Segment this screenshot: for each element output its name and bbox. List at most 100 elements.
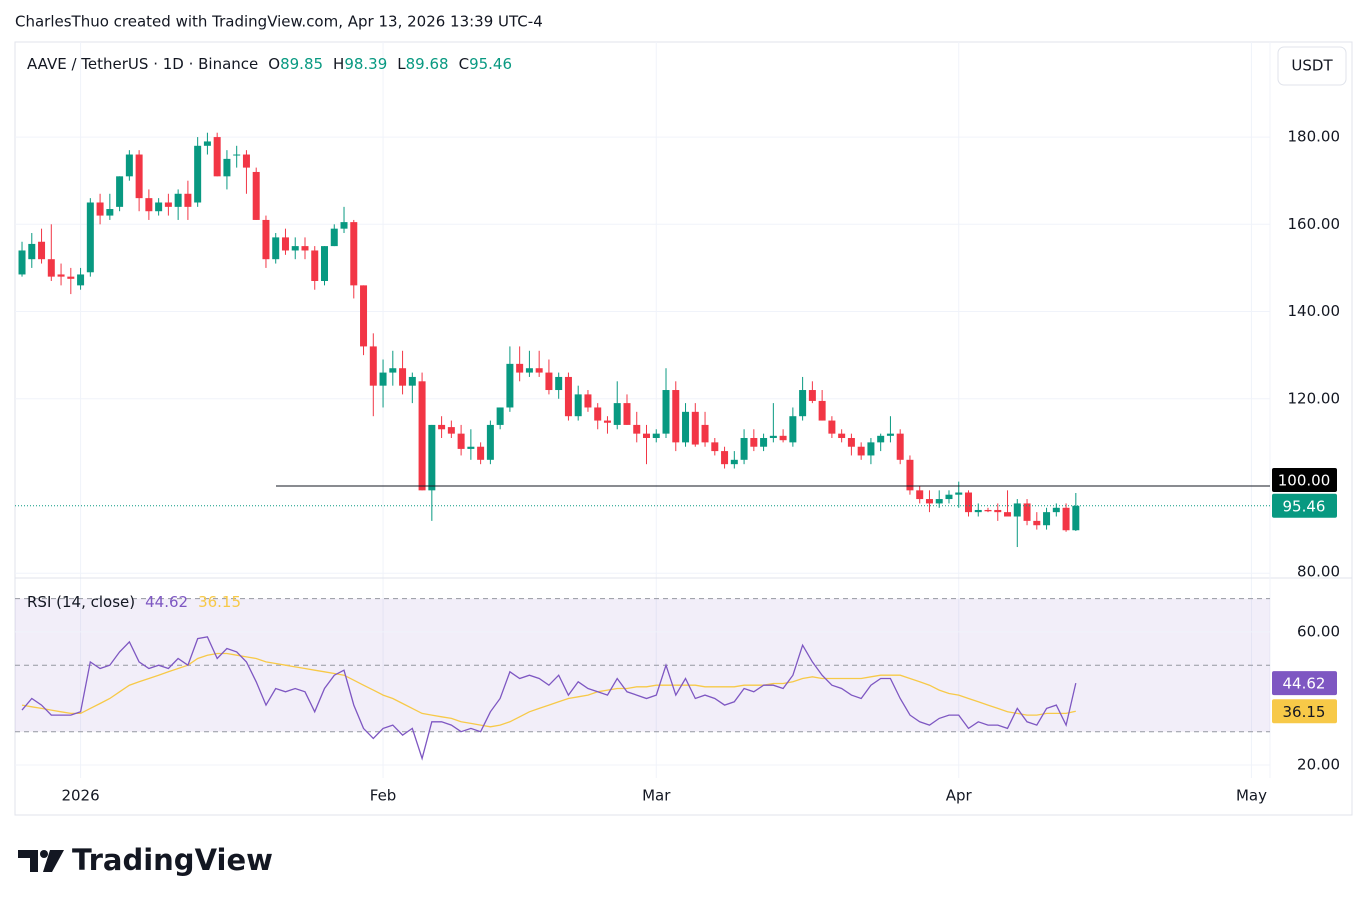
candle-body xyxy=(545,372,553,391)
candle-body xyxy=(574,394,582,417)
candle-body xyxy=(135,154,143,199)
candle-body xyxy=(496,407,504,425)
rsi-legend: RSI (14, close) 44.62 36.15 xyxy=(27,593,241,611)
price-tag-label: 95.46 xyxy=(1283,497,1326,515)
candle-body xyxy=(603,420,611,423)
header: CharlesThuo created with TradingView.com… xyxy=(15,13,543,31)
y-tick-label: 140.00 xyxy=(1288,302,1341,320)
price-tag xyxy=(1272,467,1337,492)
candle-body xyxy=(311,250,319,281)
candle-body xyxy=(194,145,202,203)
x-tick-label: May xyxy=(1236,787,1267,805)
candle-body xyxy=(242,154,250,168)
candle-body xyxy=(643,433,651,439)
candle-body xyxy=(838,433,846,439)
legend-value: 89.85 xyxy=(280,55,323,73)
candle-body xyxy=(399,368,407,386)
legend-title: RSI (14, close) xyxy=(27,593,135,611)
price-legend: AAVE / TetherUS · 1D · Binance O89.85 H98.… xyxy=(27,55,512,73)
candle-body xyxy=(672,390,680,443)
candle-body xyxy=(769,435,777,439)
candle-body xyxy=(935,499,943,504)
candle-body xyxy=(428,424,436,491)
currency[interactable]: USDT xyxy=(1291,57,1333,75)
legend-value: 36.15 xyxy=(198,593,241,611)
candle-body xyxy=(457,433,465,449)
candle-body xyxy=(945,494,953,500)
candle-body xyxy=(38,241,46,260)
candle-body xyxy=(1043,512,1051,526)
candle-body xyxy=(1004,512,1012,517)
candle-body xyxy=(477,446,485,460)
candle-body xyxy=(1023,503,1031,521)
price-tag-label: 44.62 xyxy=(1283,675,1326,693)
candle-body xyxy=(18,250,26,275)
y-tick-label: 160.00 xyxy=(1288,215,1341,233)
candle-body xyxy=(467,446,475,449)
candle-body xyxy=(896,433,904,460)
candle-body xyxy=(203,141,211,146)
price-tag xyxy=(1272,493,1337,518)
y-tick-label: 180.00 xyxy=(1288,128,1341,146)
candle-body xyxy=(740,438,748,460)
candle-body xyxy=(652,433,660,439)
y-tick-label: 80.00 xyxy=(1297,563,1340,581)
x-tick-label: Apr xyxy=(946,787,973,805)
candle-body xyxy=(721,451,729,465)
candle-body xyxy=(330,228,338,247)
candle-body xyxy=(1033,520,1041,526)
candle-body xyxy=(916,490,924,500)
candle-body xyxy=(125,154,133,177)
candle-body xyxy=(155,202,163,212)
candle-body xyxy=(1052,507,1060,513)
price-tag xyxy=(1272,671,1337,696)
candle-body xyxy=(272,237,280,260)
candle-body xyxy=(877,435,885,443)
candle-body xyxy=(799,390,807,417)
legend-key: O xyxy=(268,55,280,73)
candle-body xyxy=(779,435,787,441)
candle-body xyxy=(106,209,114,216)
candle-body xyxy=(662,390,670,434)
candle-body xyxy=(555,376,563,391)
candle-body xyxy=(369,346,377,386)
currency-button[interactable] xyxy=(1277,46,1347,86)
x-tick-label: Feb xyxy=(370,787,397,805)
candle-body xyxy=(77,274,85,286)
candle-body xyxy=(711,442,719,452)
legend-value: 89.68 xyxy=(406,55,449,73)
price-tag xyxy=(1272,699,1337,724)
legend-key: H xyxy=(333,55,344,73)
candle-body xyxy=(291,246,299,251)
candle-body xyxy=(808,390,816,401)
candle-body xyxy=(408,376,416,386)
candle-body xyxy=(760,438,768,447)
candle-body xyxy=(252,171,260,220)
candle-body xyxy=(340,222,348,229)
candle-body xyxy=(1062,507,1070,531)
candle-body xyxy=(682,411,690,443)
candle-body xyxy=(174,193,182,207)
candle-body xyxy=(984,509,992,512)
candle-body xyxy=(379,372,387,386)
candle-body xyxy=(184,193,192,207)
candle-body xyxy=(701,424,709,443)
candle-body xyxy=(516,363,524,373)
rsi-line xyxy=(21,652,1076,728)
candle-body xyxy=(350,222,358,286)
candle-body xyxy=(486,424,494,460)
candle-body xyxy=(262,219,270,260)
candle-body xyxy=(233,154,241,156)
candle-body xyxy=(47,259,55,277)
x-tick-label: 2026 xyxy=(61,787,99,805)
legend-key: C xyxy=(459,55,469,73)
y-tick-label: 20.00 xyxy=(1297,756,1340,774)
candle-body xyxy=(1013,503,1021,517)
candle-body xyxy=(594,407,602,421)
candle-body xyxy=(418,381,426,491)
candle-body xyxy=(847,438,855,447)
candle-body xyxy=(906,459,914,491)
candle-body xyxy=(321,246,329,281)
legend-title: AAVE / TetherUS · 1D · Binance xyxy=(27,55,258,73)
